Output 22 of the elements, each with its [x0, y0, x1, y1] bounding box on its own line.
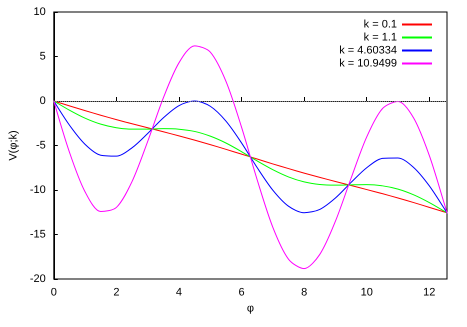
line-series	[53, 100, 448, 214]
x-tick-label: 4	[176, 286, 182, 298]
x-tick-label: 2	[113, 286, 120, 298]
y-tick-label: 0	[40, 95, 46, 107]
x-tick-label: 6	[238, 286, 245, 298]
x-axis-title: φ	[246, 302, 254, 314]
legend-label: k = 1.1	[364, 32, 397, 44]
line-series	[53, 45, 448, 270]
y-tick-label: -15	[30, 228, 46, 240]
y-tick-label: -5	[36, 140, 46, 152]
x-tick-label: 8	[301, 286, 308, 298]
y-tick-label: 10	[34, 6, 46, 18]
y-tick-label: 5	[40, 50, 46, 62]
x-tick-label: 12	[423, 286, 436, 298]
y-tick-label: -10	[30, 184, 46, 196]
x-tick-label: 0	[50, 286, 57, 298]
legend-label: k = 0.1	[364, 18, 397, 30]
legend-label: k = 4.60334	[339, 44, 397, 56]
y-axis-title: V(φ;k)	[8, 130, 20, 161]
x-tick-label: 10	[360, 286, 373, 298]
y-tick-label: -20	[30, 273, 46, 285]
legend-label: k = 10.9499	[339, 58, 397, 70]
